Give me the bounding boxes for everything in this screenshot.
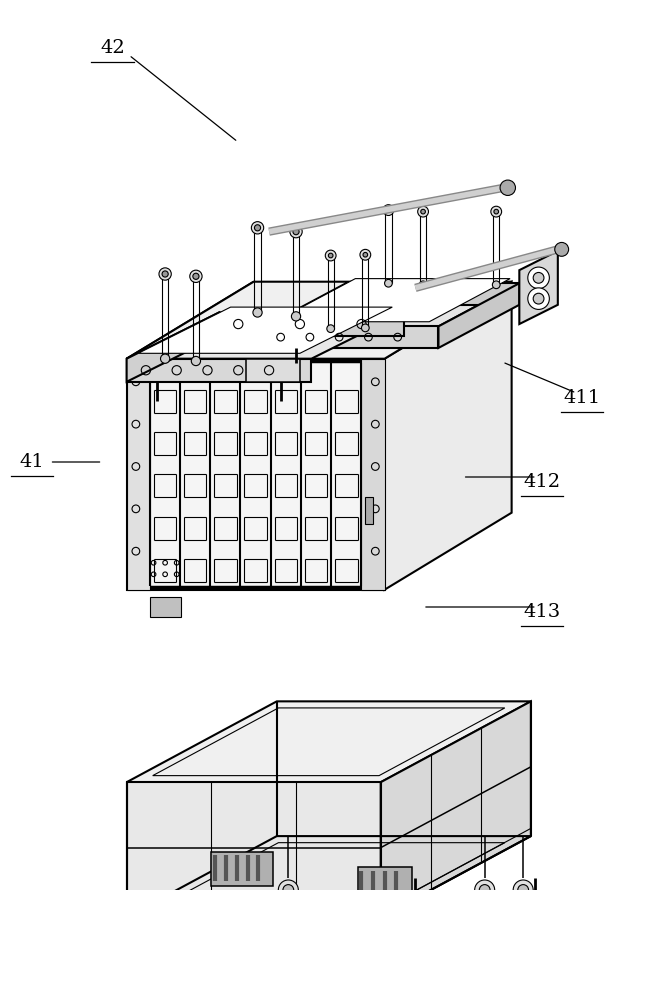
Circle shape (527, 267, 549, 289)
Polygon shape (138, 307, 392, 353)
Circle shape (325, 961, 344, 981)
Circle shape (162, 271, 168, 277)
Text: 41: 41 (19, 453, 44, 471)
Circle shape (178, 961, 198, 981)
Circle shape (555, 242, 568, 256)
Polygon shape (127, 782, 381, 917)
Circle shape (290, 225, 302, 238)
Circle shape (325, 250, 336, 261)
Polygon shape (274, 279, 510, 322)
Polygon shape (127, 282, 512, 359)
Polygon shape (127, 359, 311, 382)
Circle shape (137, 965, 147, 976)
Circle shape (159, 268, 171, 280)
Circle shape (362, 324, 369, 332)
Polygon shape (127, 312, 219, 382)
Polygon shape (358, 867, 412, 898)
Circle shape (292, 312, 301, 321)
Polygon shape (438, 283, 520, 348)
Circle shape (418, 206, 428, 217)
Text: 412: 412 (524, 473, 561, 491)
Polygon shape (212, 852, 273, 886)
Circle shape (479, 885, 490, 895)
Polygon shape (127, 701, 531, 782)
Circle shape (513, 880, 533, 900)
Circle shape (527, 288, 549, 309)
Circle shape (419, 281, 427, 289)
Polygon shape (246, 359, 300, 382)
Circle shape (494, 209, 498, 214)
Polygon shape (127, 312, 404, 359)
Circle shape (385, 279, 392, 287)
Polygon shape (366, 497, 373, 524)
Circle shape (251, 222, 264, 234)
Circle shape (329, 253, 333, 258)
Circle shape (360, 249, 371, 260)
Circle shape (193, 273, 199, 279)
Polygon shape (265, 283, 520, 326)
Circle shape (278, 880, 298, 900)
Polygon shape (381, 701, 531, 917)
Circle shape (254, 225, 260, 231)
Circle shape (293, 229, 299, 235)
Circle shape (190, 270, 202, 282)
Circle shape (253, 308, 262, 317)
Circle shape (183, 965, 194, 976)
Polygon shape (127, 359, 385, 590)
Circle shape (533, 272, 544, 283)
Polygon shape (150, 597, 180, 617)
Circle shape (491, 206, 502, 217)
Text: 42: 42 (100, 39, 125, 57)
Circle shape (475, 880, 494, 900)
Circle shape (132, 961, 152, 981)
Circle shape (327, 325, 334, 333)
Circle shape (533, 293, 544, 304)
Polygon shape (346, 283, 520, 305)
Polygon shape (385, 282, 512, 590)
Circle shape (421, 209, 426, 214)
Circle shape (161, 354, 170, 363)
Circle shape (383, 205, 394, 215)
Circle shape (363, 252, 368, 257)
Polygon shape (362, 359, 385, 590)
Polygon shape (265, 326, 438, 348)
Circle shape (500, 180, 516, 195)
Polygon shape (127, 359, 150, 590)
Polygon shape (520, 251, 558, 324)
Text: 413: 413 (524, 603, 561, 621)
Circle shape (518, 885, 529, 895)
Circle shape (492, 281, 500, 289)
Circle shape (283, 885, 293, 895)
Polygon shape (219, 312, 404, 336)
Text: 411: 411 (563, 389, 600, 407)
Circle shape (386, 208, 391, 212)
Circle shape (191, 356, 200, 366)
Circle shape (329, 965, 340, 976)
